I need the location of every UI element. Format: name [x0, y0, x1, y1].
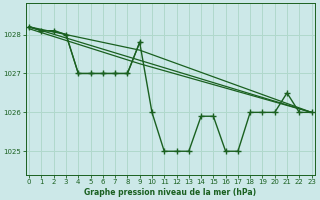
X-axis label: Graphe pression niveau de la mer (hPa): Graphe pression niveau de la mer (hPa): [84, 188, 256, 197]
